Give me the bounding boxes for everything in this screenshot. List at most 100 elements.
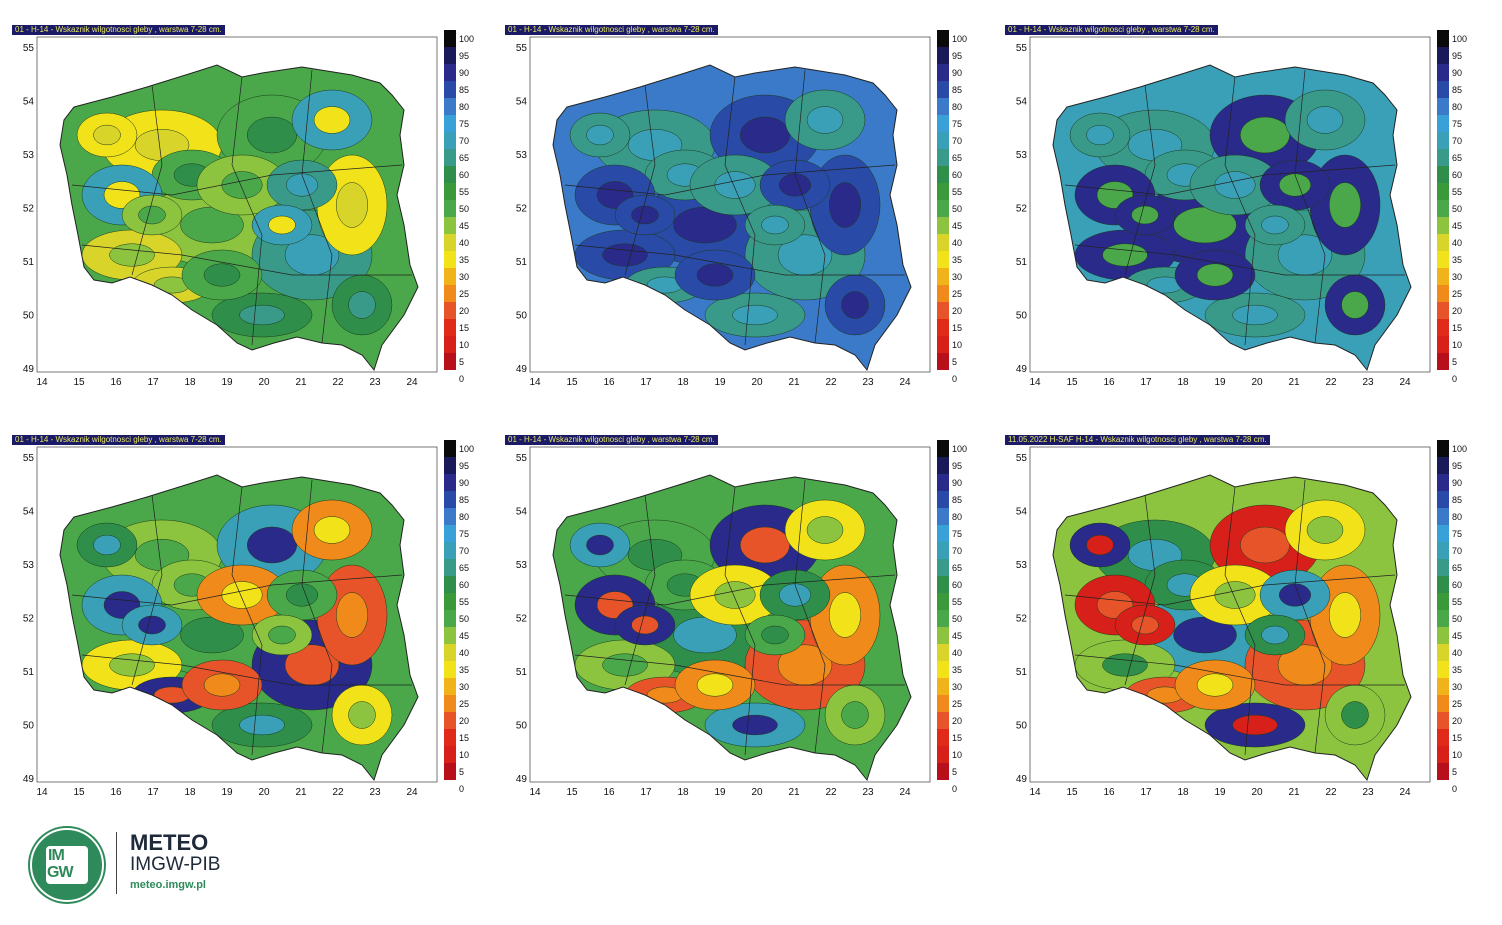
legend-label: 75 — [1452, 119, 1462, 129]
moisture-zone-core — [1214, 581, 1256, 609]
y-tick-label: 50 — [516, 311, 528, 322]
legend-label: 15 — [1452, 733, 1462, 743]
x-tick-label: 18 — [1177, 377, 1189, 388]
legend-swatch — [444, 336, 456, 353]
legend-label: 35 — [1452, 255, 1462, 265]
legend-swatch — [444, 695, 456, 712]
moisture-zone-core — [203, 263, 241, 287]
y-tick-label: 54 — [516, 97, 528, 108]
moisture-zone-core — [203, 673, 241, 697]
x-tick-label: 14 — [529, 377, 541, 388]
legend-swatch — [1437, 644, 1449, 661]
moisture-zone-core — [714, 581, 756, 609]
legend-label: 100 — [1452, 34, 1467, 44]
legend-label: 55 — [1452, 597, 1462, 607]
legend-swatch — [444, 200, 456, 217]
legend-label: 65 — [1452, 563, 1462, 573]
legend-swatch — [444, 115, 456, 132]
legend-label: 25 — [459, 289, 469, 299]
logo-url: meteo.imgw.pl — [130, 879, 206, 891]
x-tick-label: 17 — [1140, 377, 1152, 388]
legend-label: 20 — [1452, 306, 1462, 316]
province-border — [1074, 654, 1405, 686]
legend-swatch — [937, 115, 949, 132]
x-tick-label: 15 — [1066, 787, 1078, 798]
legend-label: 50 — [459, 614, 469, 624]
province-border — [564, 164, 896, 196]
legend-label: 25 — [459, 699, 469, 709]
x-tick-label: 22 — [332, 377, 344, 388]
x-tick-label: 20 — [258, 377, 270, 388]
legend-swatch — [937, 336, 949, 353]
moisture-zone-core — [732, 714, 778, 736]
y-tick-label: 53 — [23, 560, 35, 571]
legend-label: 10 — [1452, 340, 1462, 350]
province-border — [81, 244, 412, 276]
legend-swatch — [444, 763, 456, 780]
moisture-zone-core — [1329, 182, 1361, 228]
legend-label: 100 — [459, 34, 474, 44]
legend-swatch — [1437, 491, 1449, 508]
legend-swatch — [1437, 183, 1449, 200]
x-tick-label: 15 — [566, 787, 578, 798]
legend-label: 60 — [459, 580, 469, 590]
legend-label: 85 — [1452, 85, 1462, 95]
legend-swatch — [937, 30, 949, 47]
legend-swatch — [444, 47, 456, 64]
moisture-zone-core — [1232, 304, 1278, 326]
legend-swatch — [444, 319, 456, 336]
legend-swatch — [1437, 508, 1449, 525]
legend-label: 35 — [952, 665, 962, 675]
legend-swatch — [1437, 268, 1449, 285]
y-tick-label: 54 — [1016, 97, 1028, 108]
legend-label: 65 — [952, 153, 962, 163]
legend-label: 90 — [952, 68, 962, 78]
legend-label: 40 — [459, 648, 469, 658]
panel-5-svg: 14 15 16 17 18 19 20 21 22 23 24555453525150491009… — [516, 440, 967, 798]
legend-label: 30 — [952, 682, 962, 692]
legend-label: 40 — [459, 238, 469, 248]
legend-label: 45 — [1452, 631, 1462, 641]
legend-label: 100 — [952, 444, 967, 454]
moisture-field — [553, 65, 911, 370]
moisture-zone-core — [1196, 673, 1234, 697]
moisture-zone-core — [1329, 592, 1361, 638]
legend-swatch — [1437, 525, 1449, 542]
legend-swatch — [444, 183, 456, 200]
legend-label: 50 — [1452, 614, 1462, 624]
moisture-zone-core — [1341, 701, 1369, 729]
legend-swatch — [937, 593, 949, 610]
legend-swatch — [444, 98, 456, 115]
x-tick-label: 19 — [221, 377, 233, 388]
legend-swatch — [937, 644, 949, 661]
legend-label: 35 — [459, 255, 469, 265]
legend-label: 75 — [459, 529, 469, 539]
moisture-zone-core — [1131, 205, 1159, 225]
x-tick-label: 16 — [110, 377, 122, 388]
legend-swatch — [1437, 746, 1449, 763]
legend-label: 75 — [459, 119, 469, 129]
legend-swatch — [444, 712, 456, 729]
moisture-zone-core — [740, 116, 790, 154]
moisture-zone-core — [1306, 516, 1344, 544]
legend-swatch — [1437, 712, 1449, 729]
country-outline — [552, 474, 912, 782]
legend-swatch — [444, 30, 456, 47]
x-tick-label: 23 — [862, 377, 874, 388]
y-tick-label: 55 — [1016, 453, 1028, 464]
legend-swatch — [937, 319, 949, 336]
moisture-zone-core — [1131, 615, 1159, 635]
legend-swatch — [444, 132, 456, 149]
legend-swatch — [1437, 98, 1449, 115]
legend-label: 0 — [459, 784, 464, 794]
legend-label: 80 — [952, 102, 962, 112]
legend-label: 5 — [459, 767, 464, 777]
moisture-zone-core — [138, 615, 166, 635]
legend-swatch — [444, 627, 456, 644]
legend-label: 20 — [459, 306, 469, 316]
y-tick-label: 49 — [1016, 774, 1028, 785]
y-tick-label: 51 — [1016, 257, 1028, 268]
legend-swatch — [1437, 251, 1449, 268]
moisture-zone-core — [586, 124, 614, 146]
legend-label: 0 — [1452, 374, 1457, 384]
